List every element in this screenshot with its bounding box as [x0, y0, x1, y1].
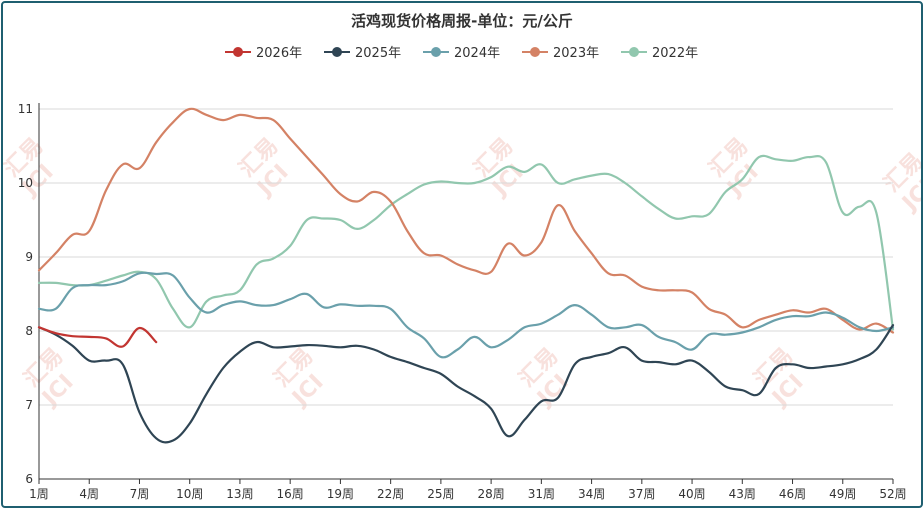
x-tick-label: 28周 [477, 487, 504, 501]
legend-label: 2024年 [454, 46, 500, 61]
legend-item[interactable]: 2023年 [522, 46, 599, 61]
y-tick-label: 7 [25, 398, 33, 412]
legend-swatch-dot [530, 47, 540, 57]
x-tick-label: 25周 [427, 487, 454, 501]
x-tick-label: 46周 [779, 487, 806, 501]
legend[interactable]: 2026年 2025年 2024年 2023年 2022年 [225, 46, 698, 61]
y-tick-label: 8 [25, 324, 33, 338]
legend-item[interactable]: 2026年 [225, 46, 302, 61]
legend-label: 2026年 [256, 46, 302, 61]
grid-lines [39, 108, 893, 480]
y-tick-label: 9 [25, 250, 33, 264]
x-tick-label: 49周 [829, 487, 856, 501]
x-tick-label: 43周 [729, 487, 756, 501]
x-tick-label: 52周 [879, 487, 906, 501]
legend-item[interactable]: 2022年 [621, 46, 698, 61]
axes [38, 103, 894, 484]
x-tick-label: 4周 [79, 487, 99, 501]
x-tick-label: 37周 [628, 487, 655, 501]
legend-swatch-dot [629, 47, 639, 57]
x-tick-label: 7周 [130, 487, 150, 501]
x-tick-label: 1周 [29, 487, 49, 501]
legend-label: 2025年 [355, 46, 401, 61]
y-tick-label: 6 [25, 472, 33, 486]
x-tick-label: 16周 [277, 487, 304, 501]
x-tick-label: 10周 [176, 487, 203, 501]
legend-swatch-dot [332, 47, 342, 57]
x-tick-label: 31周 [528, 487, 555, 501]
x-tick-label: 34周 [578, 487, 605, 501]
series-line-2022年 [37, 154, 895, 331]
x-tick-labels: 1周 4周 7周 10周 13周 16周 19周 22周 25周 28周 31周 34周 37周 40周 4… [29, 487, 906, 501]
legend-swatch-dot [233, 47, 243, 57]
legend-item[interactable]: 2024年 [423, 46, 500, 61]
legend-label: 2023年 [553, 46, 599, 61]
x-tick-label: 13周 [226, 487, 253, 501]
x-tick-label: 22周 [377, 487, 404, 501]
series-line-2026年 [37, 326, 158, 348]
series-lines [37, 107, 895, 444]
chart-title: 活鸡现货价格周报-单位：元/公斤 [351, 12, 573, 30]
y-tick-label: 11 [18, 102, 33, 116]
series-line-2024年 [37, 271, 895, 359]
legend-swatch-dot [431, 47, 441, 57]
series-line-2023年 [37, 107, 895, 334]
x-tick-label: 19周 [327, 487, 354, 501]
y-tick-labels: 6 7 8 9 10 11 [18, 102, 33, 486]
x-tick-label: 40周 [678, 487, 705, 501]
y-tick-label: 10 [18, 176, 33, 190]
series-line-2025年 [37, 324, 895, 444]
legend-label: 2022年 [652, 46, 698, 61]
legend-item[interactable]: 2025年 [324, 46, 401, 61]
